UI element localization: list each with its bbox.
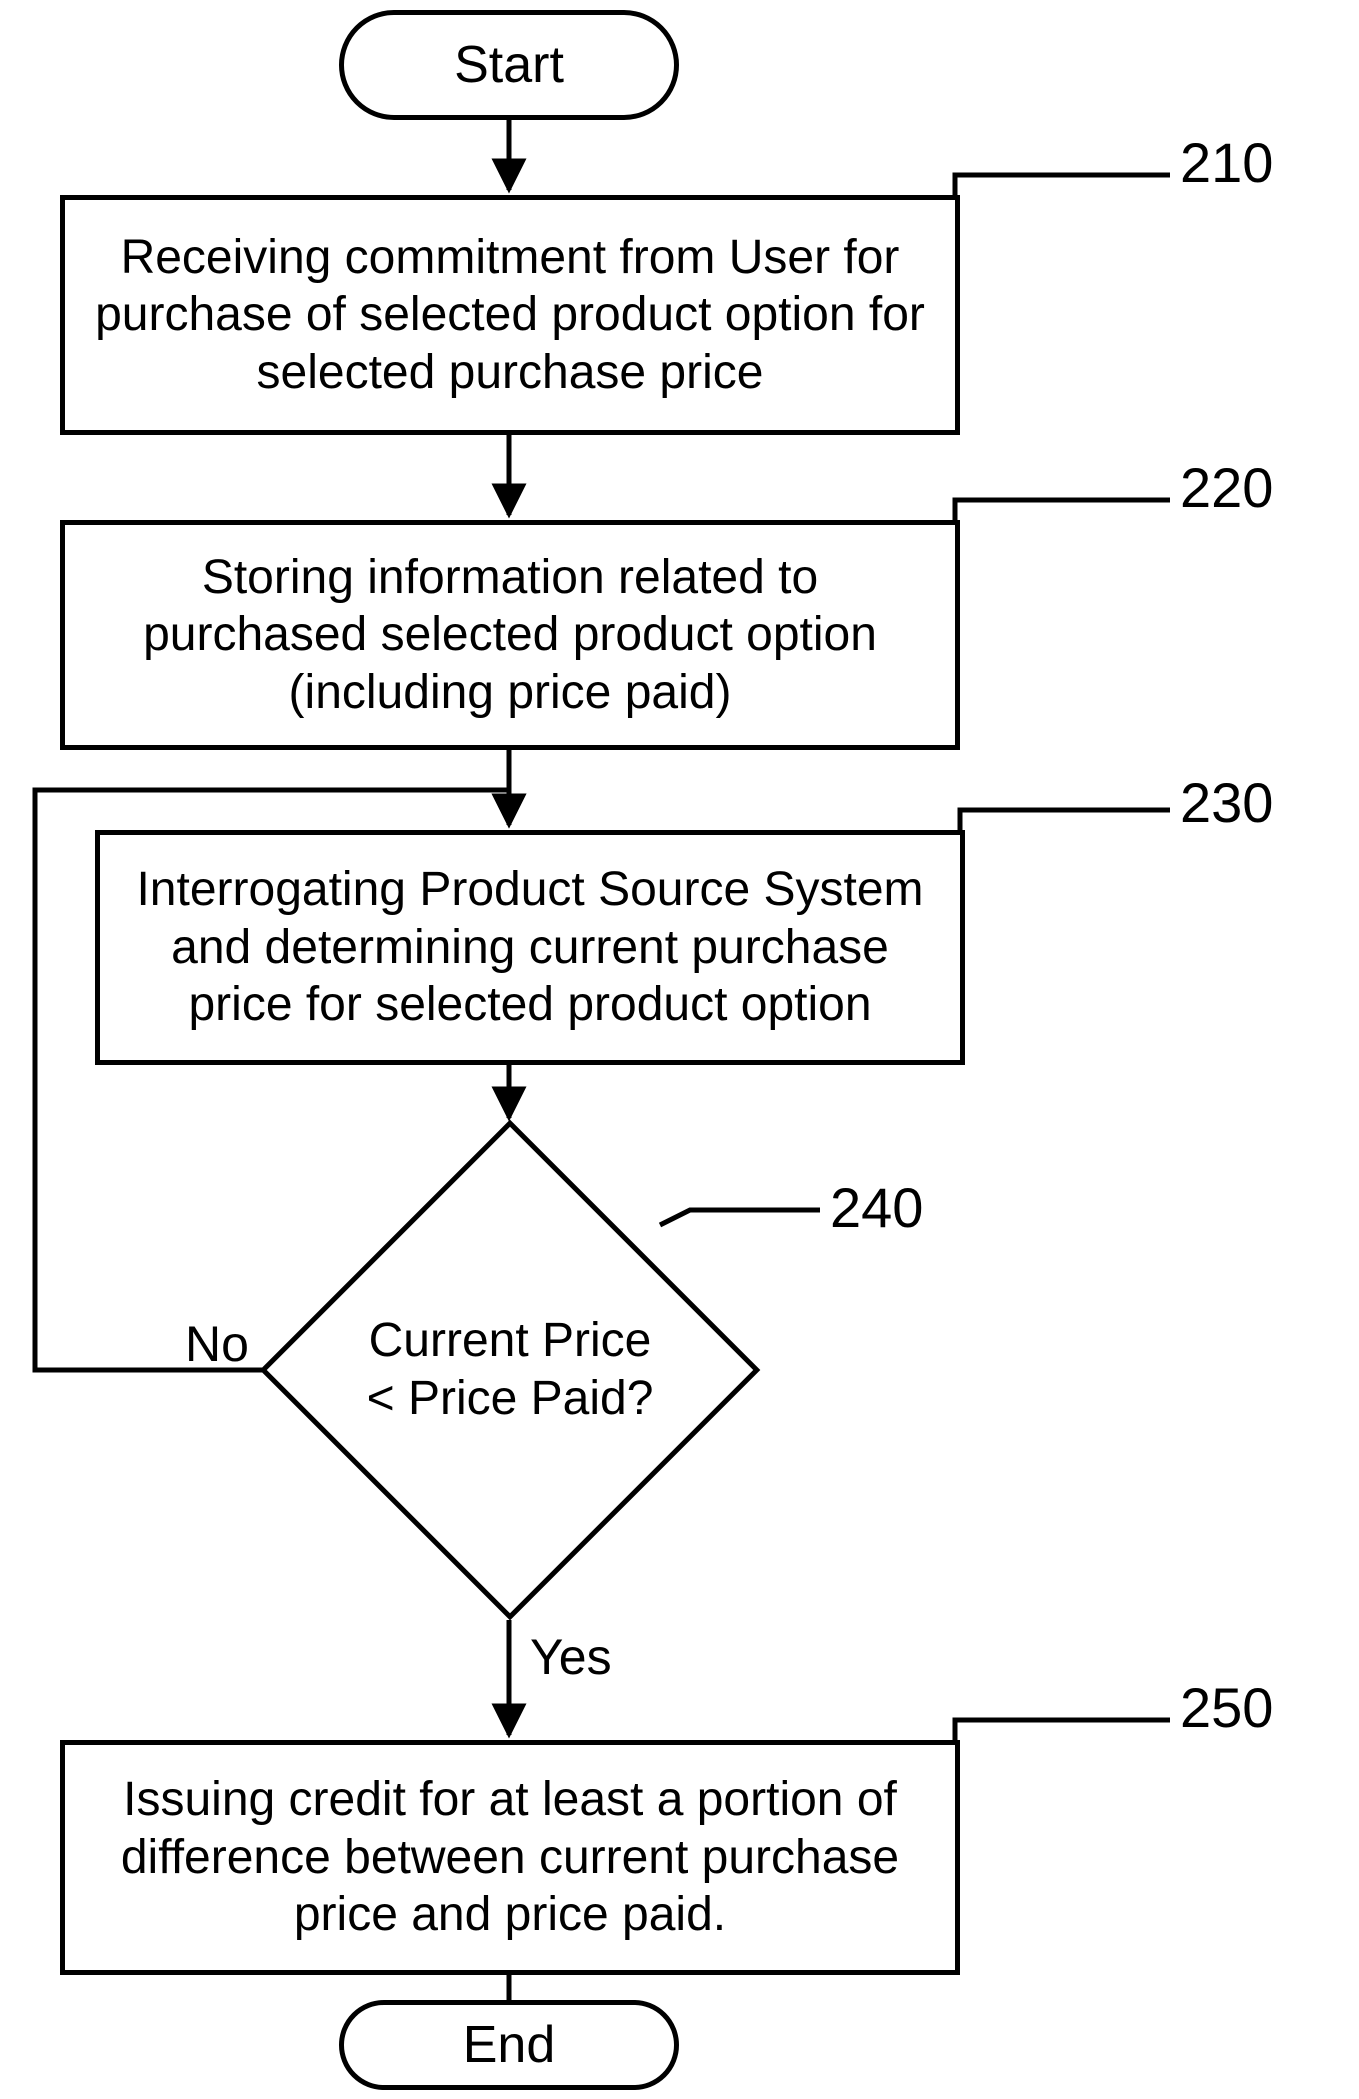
- decision-240-line1: Current Price: [369, 1312, 652, 1370]
- ref-label-240: 240: [830, 1175, 923, 1240]
- process-230-text: Interrogating Product Source System and …: [120, 861, 940, 1034]
- edge-label-no: No: [185, 1315, 249, 1373]
- ref-label-230: 230: [1180, 770, 1273, 835]
- ref-label-220: 220: [1180, 455, 1273, 520]
- end-terminator: End: [339, 2000, 679, 2090]
- process-210-text: Receiving commitment from User for purch…: [85, 229, 935, 402]
- process-230: Interrogating Product Source System and …: [95, 830, 965, 1065]
- process-220: Storing information related to purchased…: [60, 520, 960, 750]
- end-label: End: [463, 2015, 556, 2075]
- process-250: Issuing credit for at least a portion of…: [60, 1740, 960, 1975]
- process-220-text: Storing information related to purchased…: [85, 549, 935, 722]
- process-250-text: Issuing credit for at least a portion of…: [85, 1771, 935, 1944]
- start-terminator: Start: [339, 10, 679, 120]
- process-210: Receiving commitment from User for purch…: [60, 195, 960, 435]
- start-label: Start: [454, 35, 564, 95]
- flowchart-canvas: Start Receiving commitment from User for…: [0, 0, 1359, 2099]
- ref-label-250: 250: [1180, 1675, 1273, 1740]
- edge-label-yes: Yes: [530, 1628, 612, 1686]
- ref-label-210: 210: [1180, 130, 1273, 195]
- decision-240-line2: < Price Paid?: [367, 1370, 654, 1428]
- decision-240: Current Price < Price Paid?: [260, 1120, 760, 1620]
